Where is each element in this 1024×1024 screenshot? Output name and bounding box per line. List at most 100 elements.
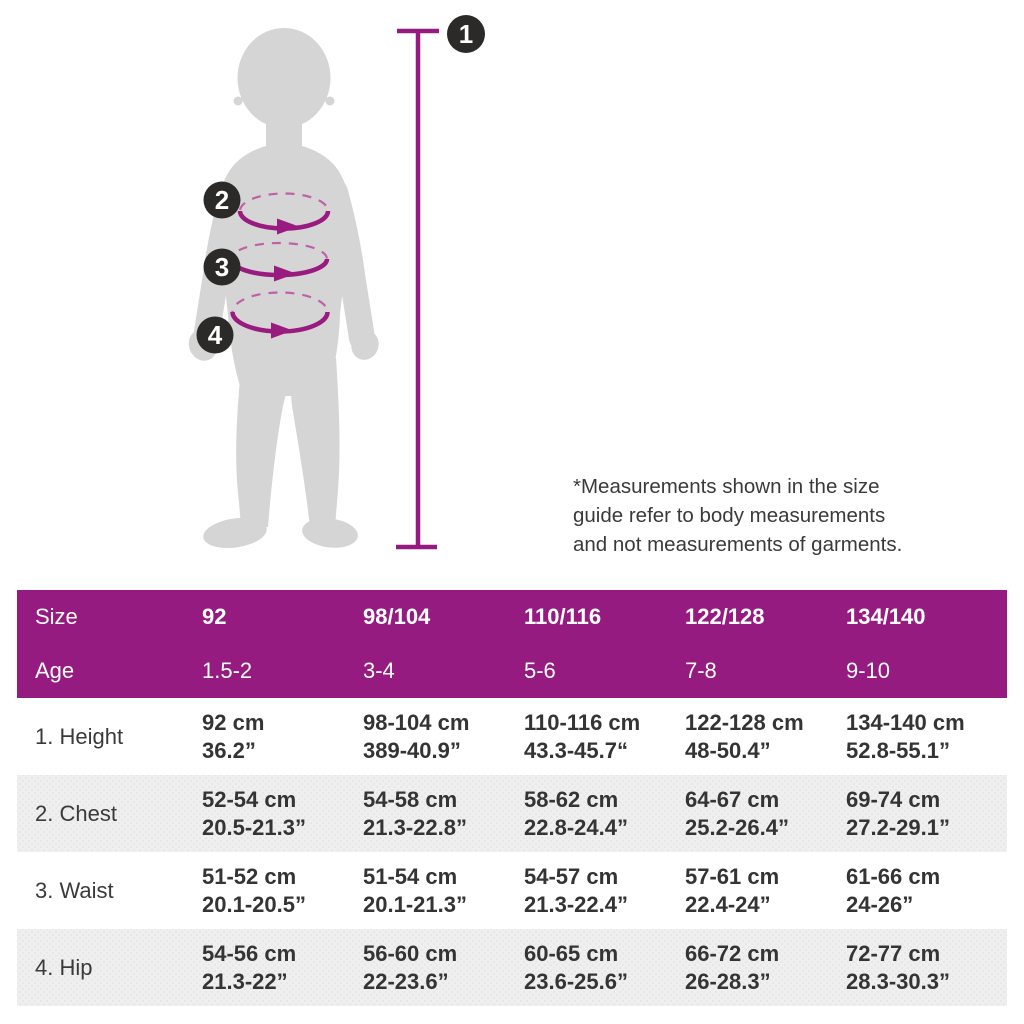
cm-value: 110-116 cm <box>524 709 641 735</box>
age-col-header: 3-4 <box>363 658 395 683</box>
marker-4-circle <box>196 316 234 354</box>
table-cell: 66-72 cm 26-28.3” <box>685 940 846 996</box>
table-cell: 122-128 cm 48-50.4” <box>685 709 846 765</box>
cm-value: 72-77 cm <box>846 940 941 966</box>
measurement-note: *Measurements shown in the size guide re… <box>573 472 902 559</box>
inch-value: 52.8-55.1” <box>846 737 950 763</box>
table-cell: 64-67 cm 25.2-26.4” <box>685 786 846 842</box>
cm-value: 54-56 cm <box>202 940 297 966</box>
cm-value: 52-54 cm <box>202 786 297 812</box>
inch-value: 28.3-30.3” <box>846 968 950 994</box>
inch-value: 389-40.9” <box>363 737 461 763</box>
size-col-header: 110/116 <box>524 604 602 629</box>
marker-1-number: 1 <box>459 19 473 49</box>
cm-value: 57-61 cm <box>685 863 780 889</box>
inch-value: 21.3-22.8” <box>363 814 467 840</box>
chest-ring <box>237 192 331 235</box>
inch-value: 22.8-24.4” <box>524 814 628 840</box>
table-cell: 51-54 cm 20.1-21.3” <box>363 863 524 919</box>
row-label: 4. Hip <box>35 954 93 980</box>
inch-value: 26-28.3” <box>685 968 771 994</box>
age-col-header: 1.5-2 <box>202 658 253 683</box>
size-col-header: 122/128 <box>685 604 765 629</box>
inch-value: 48-50.4” <box>685 737 771 763</box>
size-col-header: 98/104 <box>363 604 431 629</box>
cm-value: 60-65 cm <box>524 940 619 966</box>
table-cell: 134-140 cm 52.8-55.1” <box>846 709 1007 765</box>
cm-value: 51-54 cm <box>363 863 458 889</box>
table-cell: 92 cm 36.2” <box>202 709 363 765</box>
inch-value: 21.3-22.4” <box>524 891 628 917</box>
age-header-label: Age <box>35 658 75 683</box>
inch-value: 25.2-26.4” <box>685 814 789 840</box>
cm-value: 54-57 cm <box>524 863 619 889</box>
inch-value: 20.1-21.3” <box>363 891 467 917</box>
row-label: 2. Chest <box>35 800 117 826</box>
table-row-height: 1. Height 92 cm 36.2” 98-104 cm 389-40.9” … <box>17 698 1007 775</box>
table-cell: 72-77 cm 28.3-30.3” <box>846 940 1007 996</box>
table-header: Size 92 98/104 110/116 122/128 134/140 A… <box>17 590 1007 698</box>
table-cell: 51-52 cm 20.1-20.5” <box>202 863 363 919</box>
hip-ring <box>230 291 330 339</box>
note-line: guide refer to body measurements <box>573 504 886 527</box>
table-row-hip: 4. Hip 54-56 cm 21.3-22” 56-60 cm 22-23.6”… <box>17 929 1007 1006</box>
note-line: and not measurements of garments. <box>573 533 903 556</box>
table-cell: 54-58 cm 21.3-22.8” <box>363 786 524 842</box>
marker-4-number: 4 <box>208 320 223 350</box>
row-label: 1. Height <box>35 723 124 749</box>
marker-2-circle <box>203 181 241 219</box>
table-cell: 69-74 cm 27.2-29.1” <box>846 786 1007 842</box>
age-col-header: 5-6 <box>524 658 556 683</box>
cm-value: 56-60 cm <box>363 940 458 966</box>
cm-value: 122-128 cm <box>685 709 804 735</box>
cm-value: 134-140 cm <box>846 709 965 735</box>
inch-value: 22.4-24” <box>685 891 771 917</box>
measure-markers: 1 2 3 4 <box>196 15 485 354</box>
table-cell: 60-65 cm 23.6-25.6” <box>524 940 685 996</box>
table-cell: 54-56 cm 21.3-22” <box>202 940 363 996</box>
size-header-label: Size <box>35 604 78 629</box>
table-row-waist: 3. Waist 51-52 cm 20.1-20.5” 51-54 cm 20.1… <box>17 852 1007 929</box>
table-cell: 52-54 cm 20.5-21.3” <box>202 786 363 842</box>
child-silhouette <box>188 28 379 549</box>
table-cell: 58-62 cm 22.8-24.4” <box>524 786 685 842</box>
inch-value: 43.3-45.7“ <box>524 737 628 763</box>
age-header-row: Age 1.5-2 3-4 5-6 7-8 9-10 <box>17 644 1007 698</box>
row-label: 3. Waist <box>35 877 114 903</box>
cm-value: 51-52 cm <box>202 863 297 889</box>
size-col-header: 92 <box>202 604 227 629</box>
inch-value: 36.2” <box>202 737 256 763</box>
inch-value: 23.6-25.6” <box>524 968 628 994</box>
table-cell: 110-116 cm 43.3-45.7“ <box>524 709 685 765</box>
marker-1-circle <box>447 15 485 53</box>
size-table: Size 92 98/104 110/116 122/128 134/140 A… <box>17 590 1007 1006</box>
cm-value: 66-72 cm <box>685 940 780 966</box>
body-measurement-figure: 1 2 3 4 <box>188 15 485 550</box>
age-col-header: 9-10 <box>846 658 891 683</box>
marker-2-number: 2 <box>215 185 229 215</box>
inch-value: 27.2-29.1” <box>846 814 950 840</box>
cm-value: 92 cm <box>202 709 265 735</box>
table-cell: 98-104 cm 389-40.9” <box>363 709 524 765</box>
table-cell: 57-61 cm 22.4-24” <box>685 863 846 919</box>
table-row-chest: 2. Chest 52-54 cm 20.5-21.3” 54-58 cm 21.3… <box>17 775 1007 852</box>
note-line: *Measurements shown in the size <box>573 475 880 498</box>
marker-3-number: 3 <box>215 252 229 282</box>
table-cell: 54-57 cm 21.3-22.4” <box>524 863 685 919</box>
cm-value: 98-104 cm <box>363 709 470 735</box>
inch-value: 24-26” <box>846 891 914 917</box>
cm-value: 58-62 cm <box>524 786 619 812</box>
size-col-header: 134/140 <box>846 604 926 629</box>
inch-value: 21.3-22” <box>202 968 288 994</box>
cm-value: 64-67 cm <box>685 786 780 812</box>
table-cell: 56-60 cm 22-23.6” <box>363 940 524 996</box>
inch-value: 20.5-21.3” <box>202 814 306 840</box>
height-measure-line <box>396 28 439 550</box>
cm-value: 69-74 cm <box>846 786 941 812</box>
inch-value: 22-23.6” <box>363 968 449 994</box>
cm-value: 61-66 cm <box>846 863 941 889</box>
marker-3-circle <box>203 248 241 286</box>
table-cell: 61-66 cm 24-26” <box>846 863 1007 919</box>
age-col-header: 7-8 <box>685 658 717 683</box>
